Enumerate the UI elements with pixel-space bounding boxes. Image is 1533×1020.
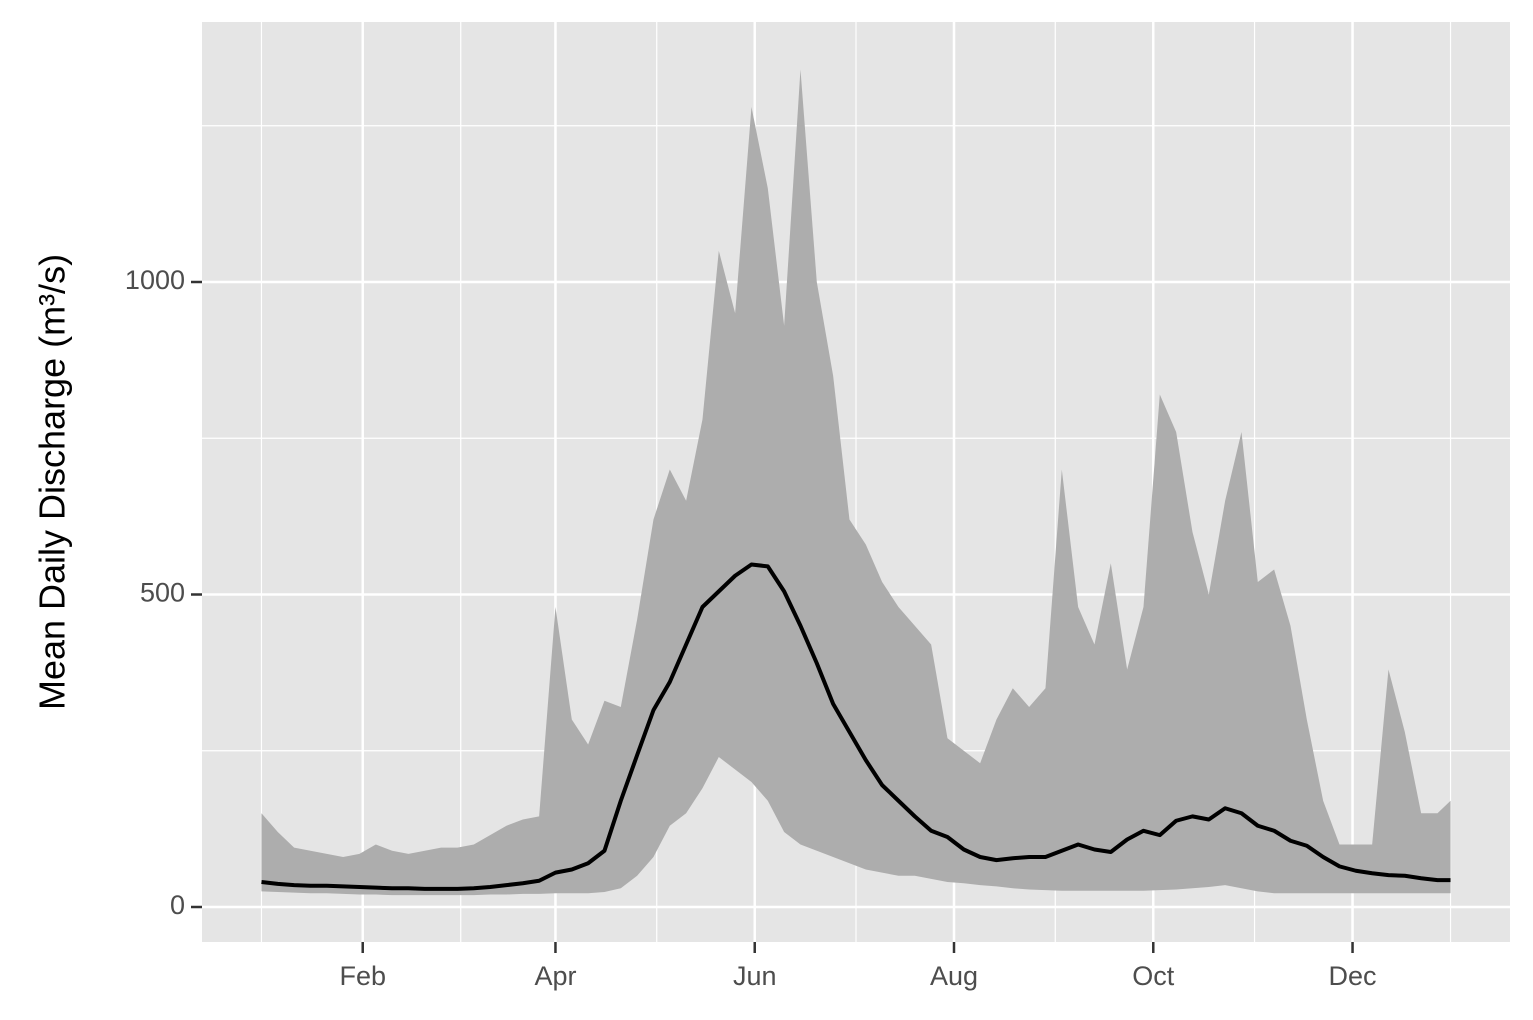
x-tick-label: Aug xyxy=(930,961,978,991)
y-tick-label: 0 xyxy=(170,890,185,920)
x-tick-label: Apr xyxy=(534,961,576,991)
range-ribbon xyxy=(261,69,1451,896)
x-tick-label: Oct xyxy=(1132,961,1175,991)
x-tick-label: Dec xyxy=(1329,961,1377,991)
mean-line xyxy=(261,562,1451,891)
y-tick-label: 1000 xyxy=(125,265,185,295)
y-tick-label: 500 xyxy=(140,578,185,608)
y-axis-title: Mean Daily Discharge (m³/s) xyxy=(32,254,73,710)
x-tick-label: Jun xyxy=(733,961,777,991)
x-tick-label: Feb xyxy=(339,961,386,991)
